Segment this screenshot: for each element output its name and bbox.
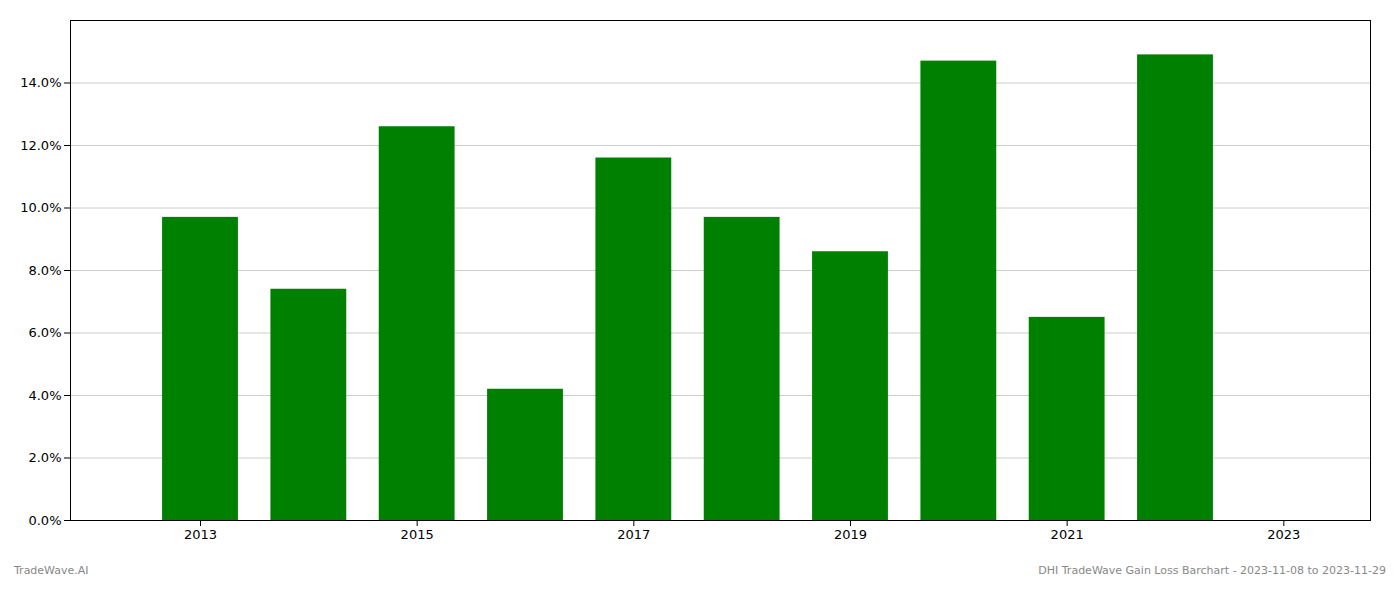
svg-text:2019: 2019 [834, 527, 867, 542]
svg-text:2015: 2015 [401, 527, 434, 542]
svg-text:14.0%: 14.0% [20, 75, 61, 90]
svg-text:2017: 2017 [617, 527, 650, 542]
svg-text:2023: 2023 [1267, 527, 1300, 542]
svg-text:0.0%: 0.0% [28, 513, 61, 528]
svg-text:10.0%: 10.0% [20, 200, 61, 215]
svg-text:2013: 2013 [184, 527, 217, 542]
svg-text:6.0%: 6.0% [28, 325, 61, 340]
html-text:DHI TradeWave Gain Loss Barcha: DHI TradeWave Gain Loss Barchart - 2023-… [1038, 564, 1386, 577]
svg-text:12.0%: 12.0% [20, 138, 61, 153]
html-text:TradeWave.AI: TradeWave.AI [14, 564, 89, 577]
svg-text:2.0%: 2.0% [28, 450, 61, 465]
svg-text:2021: 2021 [1051, 527, 1084, 542]
svg-text:8.0%: 8.0% [28, 263, 61, 278]
svg-text:4.0%: 4.0% [28, 388, 61, 403]
